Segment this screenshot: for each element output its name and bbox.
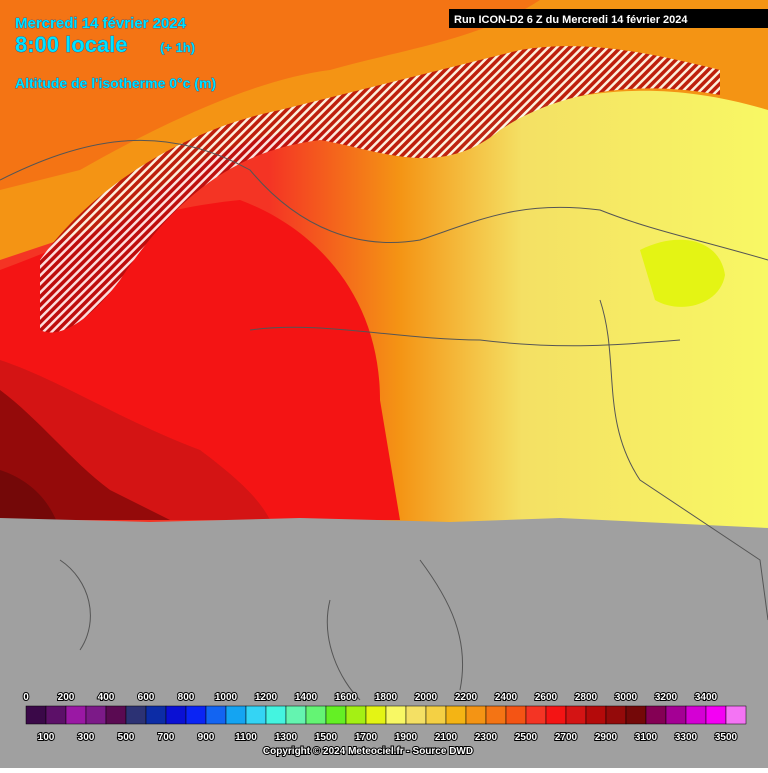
legend-bottom-label: 2500 <box>515 732 538 743</box>
field-green <box>640 239 725 307</box>
field-orange2 <box>0 0 540 190</box>
legend-top-label: 200 <box>58 692 75 703</box>
legend-top-label: 3400 <box>695 692 718 703</box>
legend-bottom-label: 2900 <box>595 732 618 743</box>
legend-bottom-label: 100 <box>38 732 55 743</box>
legend-top-label: 1600 <box>335 692 358 703</box>
legend-swatch <box>105 705 127 725</box>
legend-swatch <box>65 705 87 725</box>
legend-bottom-label: 700 <box>158 732 175 743</box>
legend-bottom-label: 1100 <box>235 732 257 743</box>
field-darkred2 <box>0 470 60 530</box>
time: 8:00 locale <box>15 32 128 57</box>
legend-swatch <box>625 705 647 725</box>
legend-bottom-label: 300 <box>78 732 95 743</box>
legend-swatch <box>145 705 167 725</box>
legend-bottom-label: 3500 <box>715 732 738 743</box>
borders <box>0 139 768 701</box>
legend-bottom-label: 1500 <box>315 732 338 743</box>
legend-swatch <box>165 705 187 725</box>
legend-swatch <box>225 705 247 725</box>
legend-swatch <box>125 705 147 725</box>
legend-bottom-label: 2300 <box>475 732 498 743</box>
date: Mercredi 14 février 2024 <box>15 15 187 32</box>
legend-swatch <box>445 705 467 725</box>
offset: (+ 1h) <box>160 40 195 55</box>
legend-top-label: 2400 <box>495 692 518 703</box>
legend-swatch <box>245 705 267 725</box>
legend-top-label: 600 <box>138 692 155 703</box>
legend-top-label: 2600 <box>535 692 558 703</box>
legend-swatch <box>505 705 527 725</box>
legend-bottom-label: 1900 <box>395 732 418 743</box>
legend-top-label: 1400 <box>295 692 318 703</box>
legend-swatch <box>205 705 227 725</box>
legend-swatch <box>365 705 387 725</box>
legend-swatch <box>645 705 667 725</box>
legend-bottom-label: 2700 <box>555 732 578 743</box>
legend-top-label: 800 <box>178 692 195 703</box>
legend-bottom-label: 900 <box>198 732 215 743</box>
legend-top-label: 0 <box>23 692 29 703</box>
legend-top-label: 1800 <box>375 692 398 703</box>
legend-top-label: 2800 <box>575 692 598 703</box>
legend-swatch <box>325 705 347 725</box>
legend-swatch <box>585 705 607 725</box>
legend-swatch <box>685 705 707 725</box>
legend-swatch <box>485 705 507 725</box>
legend-swatch <box>725 705 747 725</box>
legend-swatch <box>665 705 687 725</box>
legend-bottom-label: 1300 <box>275 732 298 743</box>
legend-swatch <box>405 705 427 725</box>
legend-swatch <box>285 705 307 725</box>
field-darkred <box>0 390 170 520</box>
legend-bottom-label: 500 <box>118 732 135 743</box>
legend-swatch <box>465 705 487 725</box>
run-label: Run ICON-D2 6 Z du Mercredi 14 février 2… <box>454 14 688 26</box>
legend-swatch <box>425 705 447 725</box>
alps-hatch <box>40 46 720 333</box>
legend-swatch <box>525 705 547 725</box>
legend-bottom-label: 3300 <box>675 732 698 743</box>
legend-swatch <box>85 705 107 725</box>
legend-swatch <box>605 705 627 725</box>
copyright: Copyright © 2024 Meteociel.fr - Source D… <box>263 746 473 757</box>
legend-top-label: 2200 <box>455 692 478 703</box>
legend-swatch <box>265 705 287 725</box>
legend-bottom-label: 3100 <box>635 732 658 743</box>
run-box <box>449 9 768 28</box>
legend-swatch <box>185 705 207 725</box>
no-data <box>0 518 768 768</box>
parameter: Altitude de l'isotherme 0°c (m) <box>15 75 216 91</box>
legend-swatch <box>45 705 67 725</box>
legend-swatch <box>385 705 407 725</box>
legend-swatch <box>25 705 47 725</box>
legend-top-label: 3000 <box>615 692 638 703</box>
legend-top-label: 3200 <box>655 692 678 703</box>
legend-bottom-label: 1700 <box>355 732 378 743</box>
legend-swatch <box>565 705 587 725</box>
legend: 0 200 400 600 800 1000 1200 1400 1600 1800 2000 220… <box>22 691 747 744</box>
legend-swatch <box>345 705 367 725</box>
legend-bottom-label: 2100 <box>435 732 458 743</box>
legend-top-label: 1000 <box>215 692 238 703</box>
legend-top-label: 2000 <box>415 692 438 703</box>
legend-swatch <box>545 705 567 725</box>
legend-top-label: 400 <box>98 692 115 703</box>
legend-swatch <box>305 705 327 725</box>
legend-swatch <box>705 705 727 725</box>
legend-top-label: 1200 <box>255 692 278 703</box>
